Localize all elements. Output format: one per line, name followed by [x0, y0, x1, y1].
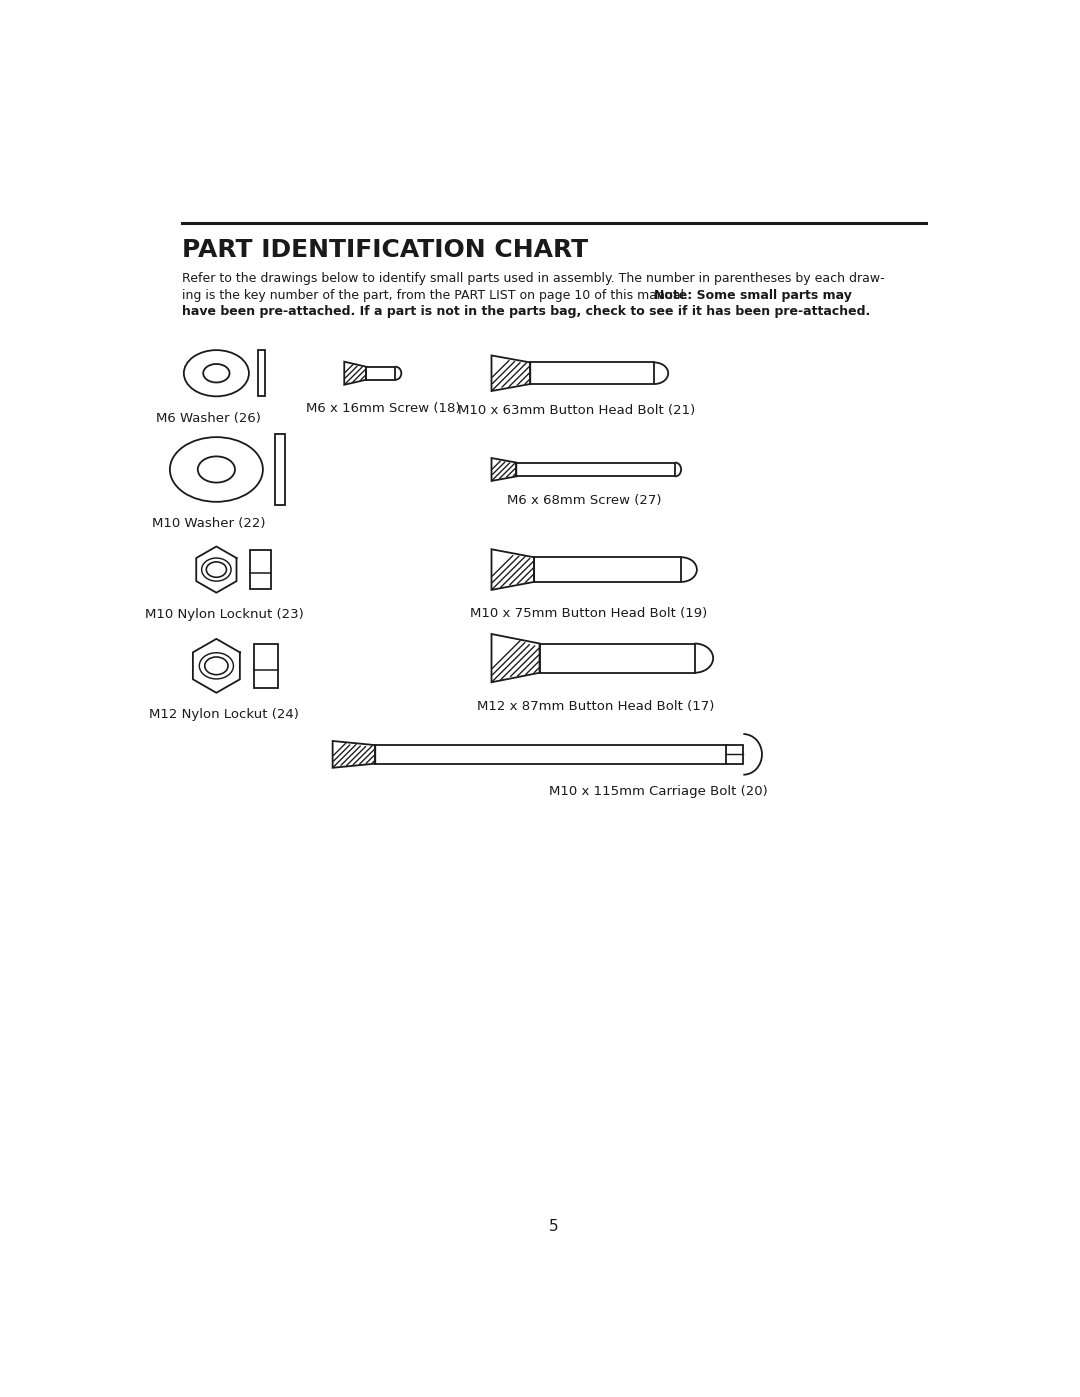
Text: 5: 5 — [549, 1220, 558, 1234]
Text: ing is the key number of the part, from the PART LIST on page 10 of this manual.: ing is the key number of the part, from … — [181, 289, 691, 302]
Text: M6 Washer (26): M6 Washer (26) — [157, 412, 261, 425]
Bar — [258, 351, 266, 397]
Text: M12 Nylon Lockut (24): M12 Nylon Lockut (24) — [149, 708, 299, 721]
Text: Note: Some small parts may: Note: Some small parts may — [654, 289, 852, 302]
Text: M10 Washer (22): M10 Washer (22) — [152, 517, 266, 531]
Bar — [254, 644, 279, 689]
Bar — [274, 434, 284, 506]
Text: M10 x 63mm Button Head Bolt (21): M10 x 63mm Button Head Bolt (21) — [458, 404, 696, 418]
Text: M10 x 75mm Button Head Bolt (19): M10 x 75mm Button Head Bolt (19) — [470, 606, 707, 619]
Text: M10 x 115mm Carriage Bolt (20): M10 x 115mm Carriage Bolt (20) — [549, 785, 768, 798]
Text: M12 x 87mm Button Head Bolt (17): M12 x 87mm Button Head Bolt (17) — [477, 700, 715, 714]
Text: M6 x 16mm Screw (18): M6 x 16mm Screw (18) — [306, 402, 460, 415]
Text: M6 x 68mm Screw (27): M6 x 68mm Screw (27) — [508, 495, 662, 507]
Bar — [249, 550, 271, 588]
Text: have been pre-attached. If a part is not in the parts bag, check to see if it ha: have been pre-attached. If a part is not… — [181, 306, 869, 319]
Text: M10 Nylon Locknut (23): M10 Nylon Locknut (23) — [145, 608, 303, 622]
Text: Refer to the drawings below to identify small parts used in assembly. The number: Refer to the drawings below to identify … — [181, 271, 885, 285]
Text: PART IDENTIFICATION CHART: PART IDENTIFICATION CHART — [181, 239, 588, 263]
